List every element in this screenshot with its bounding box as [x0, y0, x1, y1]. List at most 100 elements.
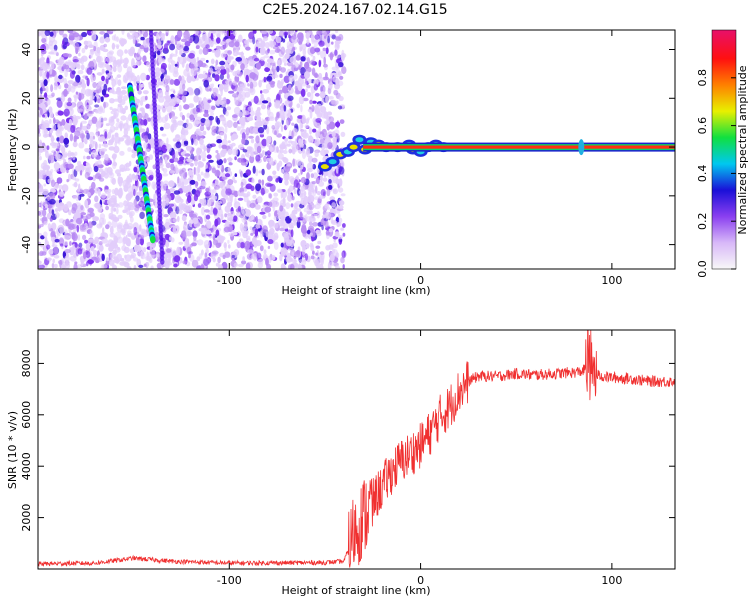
noise-speckle: [314, 39, 321, 43]
noise-speckle: [223, 242, 227, 249]
noise-speckle: [64, 83, 69, 89]
noise-speckle: [199, 138, 204, 145]
noise-speckle: [334, 42, 340, 51]
noise-speckle: [166, 248, 172, 253]
noise-speckle: [261, 138, 268, 147]
noise-speckle: [58, 191, 65, 197]
noise-speckle: [327, 35, 330, 44]
noise-speckle: [197, 148, 203, 154]
noise-speckle: [48, 249, 54, 255]
noise-speckle: [69, 255, 77, 262]
noise-speckle: [303, 129, 307, 133]
noise-speckle: [256, 107, 261, 112]
noise-speckle: [245, 262, 251, 269]
noise-speckle: [284, 173, 290, 181]
noise-speckle: [104, 189, 109, 195]
noise-speckle: [207, 99, 212, 104]
noise-speckle: [116, 118, 120, 123]
noise-speckle: [295, 159, 302, 166]
noise-speckle: [140, 83, 145, 88]
noise-speckle: [50, 49, 58, 55]
noise-speckle: [104, 153, 109, 161]
noise-speckle: [189, 114, 195, 121]
noise-speckle: [111, 188, 115, 195]
noise-speckle: [109, 106, 113, 110]
noise-speckle: [298, 34, 304, 44]
noise-speckle: [249, 81, 254, 90]
noise-speckle: [142, 90, 149, 95]
noise-speckle: [108, 245, 114, 252]
noise-speckle: [284, 179, 289, 186]
noise-speckle: [280, 103, 284, 112]
noise-speckle: [190, 68, 197, 77]
noise-speckle: [54, 208, 59, 212]
spectrogram-y-tick-label: 40: [20, 43, 33, 57]
noise-speckle: [275, 99, 281, 109]
noise-speckle: [42, 134, 48, 138]
noise-speckle: [245, 46, 251, 51]
noise-speckle: [312, 190, 316, 197]
noise-speckle: [298, 95, 305, 105]
noise-speckle: [130, 75, 138, 82]
noise-speckle: [236, 69, 240, 75]
noise-speckle: [305, 253, 308, 261]
noise-speckle: [52, 123, 57, 131]
carrier-transition-core: [355, 137, 364, 143]
noise-speckle: [194, 160, 199, 167]
noise-speckle: [309, 106, 312, 110]
noise-speckle: [250, 138, 255, 144]
noise-speckle: [63, 203, 69, 212]
noise-speckle: [214, 49, 221, 58]
noise-speckle: [187, 90, 194, 96]
noise-speckle: [78, 142, 85, 149]
noise-speckle: [63, 240, 69, 246]
noise-speckle: [181, 61, 185, 68]
noise-speckle: [174, 63, 178, 67]
noise-speckle: [194, 190, 201, 198]
noise-speckle: [183, 142, 189, 146]
noise-speckle: [340, 256, 345, 264]
noise-speckle: [284, 137, 289, 142]
noise-speckle: [234, 156, 237, 161]
noise-speckle: [314, 34, 320, 40]
noise-speckle: [123, 200, 128, 207]
noise-speckle: [268, 222, 272, 229]
noise-speckle: [192, 230, 198, 238]
noise-speckle: [300, 164, 304, 170]
noise-speckle: [92, 216, 100, 222]
noise-speckle: [156, 50, 161, 56]
noise-speckle: [144, 95, 148, 101]
noise-speckle: [178, 104, 182, 112]
noise-speckle: [102, 227, 105, 235]
noise-speckle: [171, 118, 176, 124]
noise-speckle: [282, 38, 286, 43]
noise-speckle: [133, 166, 138, 173]
noise-speckle: [315, 229, 322, 234]
noise-speckle: [338, 217, 343, 224]
noise-speckle: [101, 253, 105, 262]
noise-speckle: [86, 132, 90, 140]
noise-speckle: [226, 30, 234, 34]
colorbar: 0.0 0.2 0.4 0.6 0.8 Normalized spectral ampl…: [696, 29, 749, 278]
noise-speckle: [299, 212, 304, 219]
noise-speckle: [325, 232, 330, 236]
noise-speckle: [72, 114, 77, 121]
noise-speckle: [55, 212, 60, 218]
noise-speckle: [167, 57, 173, 63]
noise-speckle: [302, 148, 305, 154]
noise-speckle: [102, 217, 106, 225]
noise-speckle: [256, 145, 262, 154]
noise-speckle: [221, 138, 228, 147]
noise-speckle: [210, 193, 215, 203]
noise-speckle: [245, 74, 249, 83]
noise-speckle: [99, 222, 103, 228]
noise-speckle: [309, 221, 313, 226]
noise-speckle: [201, 151, 207, 160]
noise-speckle: [78, 52, 81, 57]
noise-speckle: [214, 64, 218, 71]
noise-speckle: [174, 38, 178, 46]
noise-speckle: [190, 60, 194, 65]
noise-speckle: [269, 146, 274, 152]
spectrogram-noise-layer: [38, 30, 347, 269]
noise-speckle: [106, 75, 109, 79]
